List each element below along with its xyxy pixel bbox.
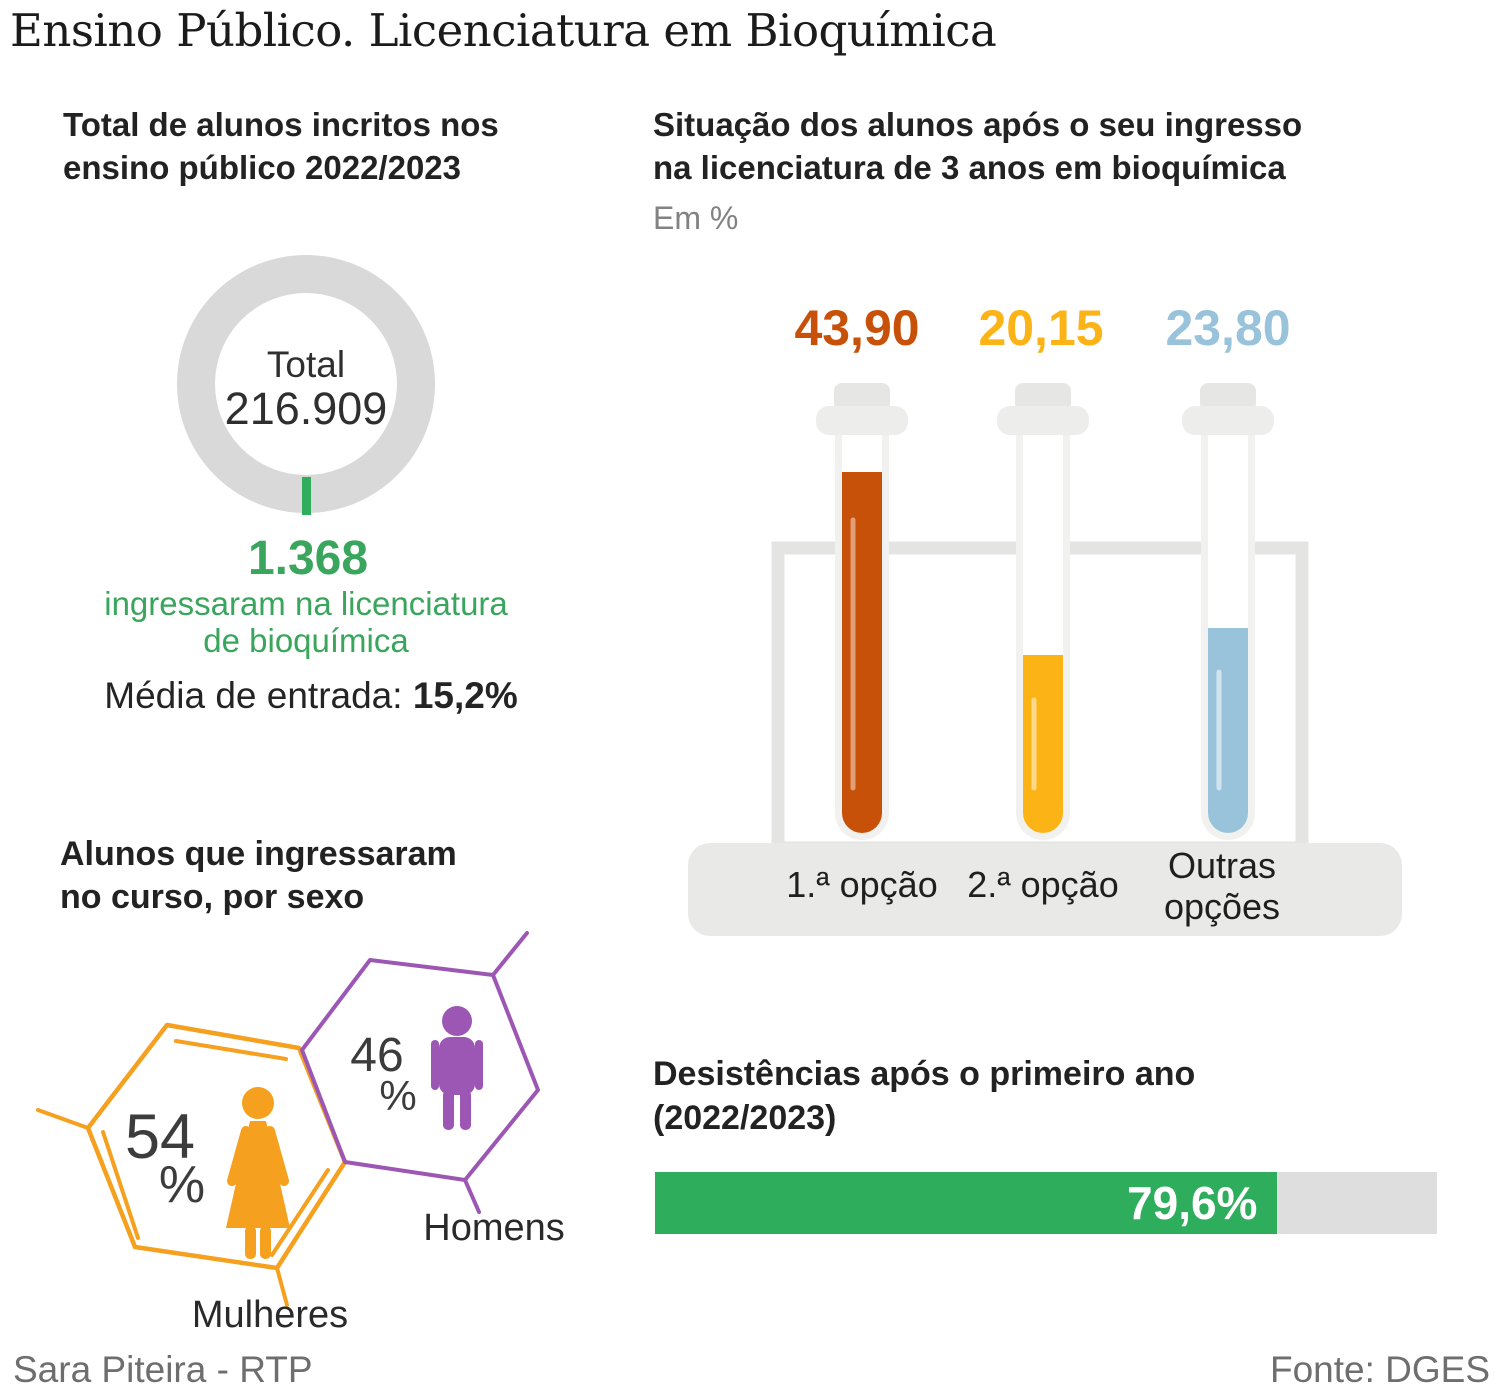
dropout-bar-value: 79,6% xyxy=(1127,1177,1258,1229)
test-tube-second-option xyxy=(997,383,1089,840)
male-percent-sign: % xyxy=(379,1072,417,1119)
enrolled-heading-line2: ensino público 2022/2023 xyxy=(63,149,461,186)
tube-cap-flange xyxy=(816,406,908,435)
average-entry-value: 15,2% xyxy=(412,675,518,716)
donut-chart xyxy=(177,255,435,515)
tube-liquid-blue xyxy=(1208,628,1248,833)
tube-cap xyxy=(1200,383,1256,411)
enrolled-heading-line1: Total de alunos incritos nos xyxy=(63,106,499,143)
male-percent-value: 46 xyxy=(350,1029,404,1082)
male-label: Homens xyxy=(423,1207,565,1249)
donut-center-value: 216.909 xyxy=(224,383,388,434)
tube-liquid-orange xyxy=(842,472,882,833)
page-title: Ensino Público. Licenciatura em Bioquími… xyxy=(10,4,997,57)
sex-heading: Alunos que ingressaram no curso, por sex… xyxy=(60,833,457,919)
donut-highlight-segment xyxy=(302,477,311,515)
tube-cap xyxy=(1015,383,1071,411)
enrolled-highlight-line1: ingressaram na licenciatura xyxy=(104,585,508,622)
tube-label-other-options: Outras opções xyxy=(1164,845,1280,927)
sex-heading-line1: Alunos que ingressaram xyxy=(60,835,457,873)
tube-cap-flange xyxy=(997,406,1089,435)
female-label: Mulheres xyxy=(191,1294,349,1336)
average-entry-line: Média de entrada: 15,2% xyxy=(104,675,517,717)
tube-cap xyxy=(834,383,890,411)
dropout-bar-track: 79,6% xyxy=(655,1172,1437,1234)
enrolled-highlight-line2: de bioquímica xyxy=(203,622,409,659)
male-hexagon xyxy=(300,931,540,1214)
tube-cap-flange xyxy=(1182,406,1274,435)
dropout-bar-fill: 79,6% xyxy=(655,1172,1278,1234)
female-hexagon xyxy=(36,1022,348,1307)
test-tube-other-options xyxy=(1182,383,1274,840)
author-credit: Sara Piteira - RTP xyxy=(13,1349,313,1390)
female-percent-value: 54 xyxy=(124,1102,196,1172)
female-percent-sign: % xyxy=(158,1156,206,1214)
tube-value-other-options: 23,80 xyxy=(1165,300,1291,356)
situation-heading: Situação dos alunos após o seu ingresso … xyxy=(653,103,1302,189)
tube-label-other-line1: Outras xyxy=(1167,845,1277,886)
situation-heading-line2: na licenciatura de 3 anos em bioquímica xyxy=(653,149,1286,186)
tube-label-first-option: 1.ª opção xyxy=(786,864,938,905)
tube-label-second-option: 2.ª opção xyxy=(967,864,1119,905)
dropout-heading-line2: (2022/2023) xyxy=(653,1099,837,1137)
enrolled-highlight-value: 1.368 xyxy=(247,532,369,585)
man-icon xyxy=(431,1006,483,1130)
sex-heading-line2: no curso, por sexo xyxy=(60,878,365,916)
tube-label-other-line2: opções xyxy=(1163,886,1281,927)
tube-value-first-option: 43,90 xyxy=(794,300,920,356)
average-entry-label: Média de entrada: xyxy=(104,675,413,716)
hexagon-chart xyxy=(36,931,540,1307)
donut-center-label: Total xyxy=(266,344,346,385)
test-tube-first-option xyxy=(816,383,908,840)
source-credit: Fonte: DGES xyxy=(1269,1349,1490,1390)
woman-icon xyxy=(226,1087,290,1259)
unit-label: Em % xyxy=(653,200,739,236)
dropout-heading-line1: Desistências após o primeiro ano xyxy=(653,1055,1196,1093)
tube-liquid-yellow xyxy=(1023,655,1063,833)
situation-heading-line1: Situação dos alunos após o seu ingresso xyxy=(653,106,1303,143)
tube-rack-base xyxy=(688,843,1402,936)
tube-value-second-option: 20,15 xyxy=(978,300,1104,356)
dropout-heading: Desistências após o primeiro ano (2022/2… xyxy=(653,1052,1195,1140)
enrolled-heading: Total de alunos incritos nos ensino públ… xyxy=(63,103,499,189)
test-tube-chart xyxy=(688,383,1402,936)
